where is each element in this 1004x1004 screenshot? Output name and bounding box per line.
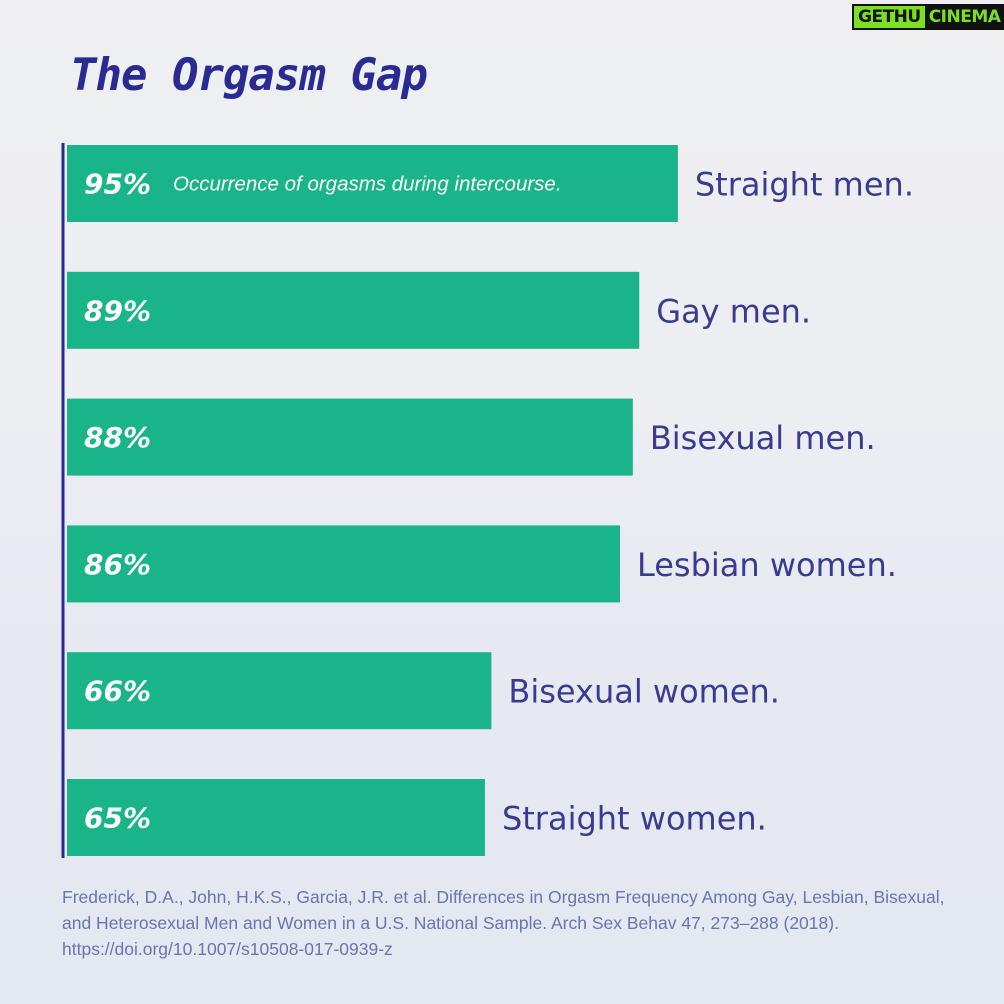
value-label-0: 95% <box>84 168 151 201</box>
bar-3 <box>67 525 620 603</box>
category-label-1: Gay men. <box>656 292 811 330</box>
watermark-part-2: CINEMA <box>924 6 1004 28</box>
watermark-logo: GETHU CINEMA <box>852 4 1004 30</box>
value-label-5: 65% <box>84 802 151 835</box>
category-label-3: Lesbian women. <box>637 546 897 584</box>
bar-2 <box>67 398 633 476</box>
value-label-2: 88% <box>84 421 151 454</box>
bar-annotation: Occurrence of orgasms during intercourse… <box>173 173 562 196</box>
chart-title: The Orgasm Gap <box>70 50 428 101</box>
value-label-3: 86% <box>84 548 151 581</box>
bar-1 <box>67 271 640 349</box>
value-label-4: 66% <box>84 675 151 708</box>
category-label-5: Straight women. <box>502 800 767 838</box>
watermark-part-1: GETHU <box>854 6 925 28</box>
category-label-4: Bisexual women. <box>508 673 780 711</box>
bar-chart: 95% Occurrence of orgasms during intercou… <box>61 143 914 858</box>
value-label-1: 89% <box>84 294 151 327</box>
category-label-0: Straight men. <box>695 166 914 204</box>
bar-5 <box>67 779 485 856</box>
category-label-2: Bisexual men. <box>650 419 876 457</box>
bar-4 <box>67 652 492 730</box>
source-citation: Frederick, D.A., John, H.K.S., Garcia, J… <box>62 887 945 959</box>
bar-0 <box>67 145 678 222</box>
